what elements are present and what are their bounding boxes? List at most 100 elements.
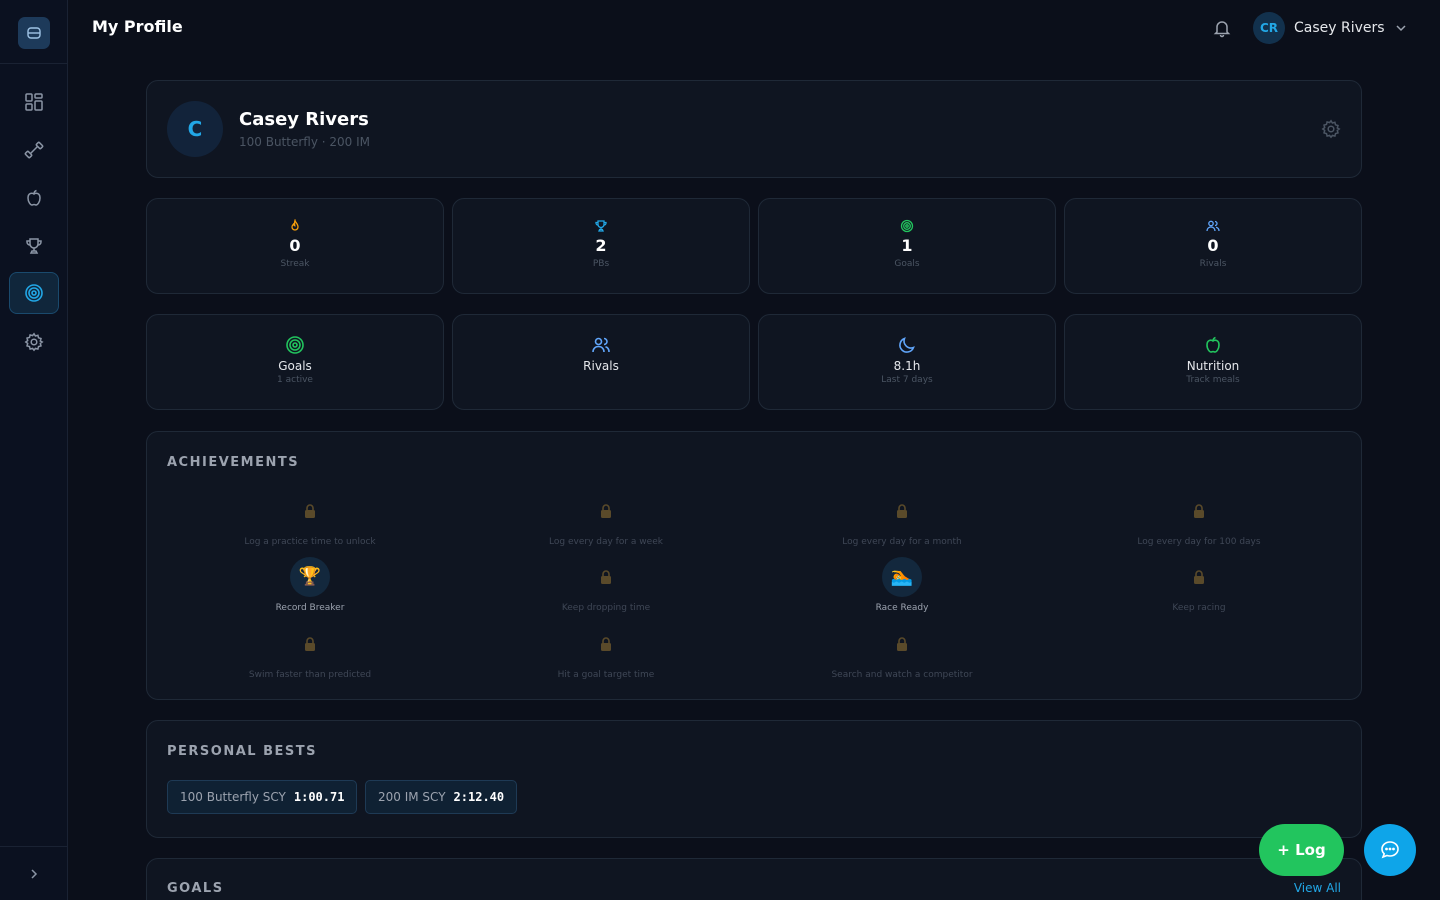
gear-icon[interactable] <box>1321 119 1341 139</box>
lock-icon <box>586 624 626 664</box>
achievement-label: Swim faster than predicted <box>248 670 372 680</box>
achievement-item[interactable]: 🏆 Record Breaker <box>162 557 458 613</box>
dashboard-icon <box>25 93 43 111</box>
tile-rivals[interactable]: Rivals <box>452 314 750 410</box>
achievement-item[interactable]: Hit a goal target time <box>458 624 754 680</box>
tile-sleep[interactable]: 8.1h Last 7 days <box>758 314 1056 410</box>
achievement-item[interactable]: Keep racing <box>1051 557 1347 613</box>
lock-icon <box>882 491 922 531</box>
trophy-icon: 🏆 <box>290 557 330 597</box>
achievement-item[interactable]: Swim faster than predicted <box>162 624 458 680</box>
profile-name: Casey Rivers <box>239 109 369 130</box>
tile-title: Nutrition <box>1186 359 1240 373</box>
sidebar-item-achievements[interactable] <box>9 225 59 267</box>
achievement-label: Log every day for 100 days <box>1137 537 1261 547</box>
achievement-item[interactable]: Log every day for 100 days <box>1051 491 1347 547</box>
tile-title: 8.1h <box>893 359 921 373</box>
tile-goals[interactable]: Goals 1 active <box>146 314 444 410</box>
stat-label: Goals <box>894 259 920 269</box>
lock-icon <box>290 624 330 664</box>
section-title: ACHIEVEMENTS <box>167 455 300 470</box>
sidebar-bottom-divider <box>0 846 68 847</box>
chat-button[interactable] <box>1364 824 1416 876</box>
view-all-link[interactable]: View All <box>1293 881 1341 895</box>
target-icon <box>25 284 43 302</box>
stat-value: 0 <box>1207 236 1219 255</box>
profile-avatar: C <box>167 101 223 157</box>
lock-icon <box>882 624 922 664</box>
achievement-item[interactable]: Log a practice time to unlock <box>162 491 458 547</box>
achievement-item[interactable]: Log every day for a week <box>458 491 754 547</box>
stat-value: 0 <box>289 236 301 255</box>
sidebar-divider <box>0 63 68 64</box>
achievement-label: Keep dropping time <box>561 603 651 613</box>
chevron-right-icon <box>31 869 38 879</box>
lock-icon <box>1179 557 1219 597</box>
sidebar-expand-button[interactable] <box>22 862 46 886</box>
sidebar-item-nutrition[interactable] <box>9 177 59 219</box>
stat-streak: 0 Streak <box>146 198 444 294</box>
achievement-label: Log a practice time to unlock <box>244 537 376 547</box>
achievement-label: Hit a goal target time <box>557 670 655 680</box>
page-title: My Profile <box>92 17 183 36</box>
gear-icon <box>24 332 44 352</box>
pb-chip[interactable]: 100 Butterfly SCY 1:00.71 <box>167 780 358 814</box>
chevron-down-icon <box>1396 25 1406 32</box>
tile-nutrition[interactable]: Nutrition Track meals <box>1064 314 1362 410</box>
chat-icon <box>1381 841 1399 859</box>
achievements-card: ACHIEVEMENTS Log a practice time to unlo… <box>146 431 1362 700</box>
pb-chip[interactable]: 200 IM SCY 2:12.40 <box>365 780 518 814</box>
tile-subtitle: 1 active <box>277 375 313 385</box>
bell-icon[interactable] <box>1212 18 1232 38</box>
achievement-item[interactable]: Search and watch a competitor <box>754 624 1050 680</box>
swimmer-icon: 🏊 <box>882 557 922 597</box>
achievement-label: Log every day for a month <box>842 537 962 547</box>
sidebar-item-training[interactable] <box>9 129 59 171</box>
flame-icon <box>291 219 299 231</box>
stat-label: Streak <box>280 259 310 269</box>
sidebar <box>0 0 68 900</box>
profile-card: C Casey Rivers 100 Butterfly · 200 IM <box>146 80 1362 178</box>
avatar: CR <box>1253 12 1285 44</box>
section-title: GOALS <box>167 881 224 896</box>
sidebar-item-settings[interactable] <box>9 321 59 363</box>
tile-subtitle: Track meals <box>1186 375 1240 385</box>
lock-icon <box>586 491 626 531</box>
stat-pbs: 2 PBs <box>452 198 750 294</box>
user-menu[interactable]: CR Casey Rivers <box>1253 12 1407 44</box>
trophy-icon <box>595 220 607 232</box>
apple-icon <box>27 189 41 206</box>
users-icon <box>592 337 610 353</box>
stat-value: 2 <box>595 236 607 255</box>
profile-events: 100 Butterfly · 200 IM <box>239 135 370 149</box>
tile-title: Rivals <box>583 359 619 373</box>
achievement-item[interactable]: Log every day for a month <box>754 491 1050 547</box>
stat-label: Rivals <box>1199 259 1227 269</box>
dumbbell-icon <box>24 141 44 159</box>
achievement-label: Race Ready <box>875 603 929 613</box>
target-icon <box>286 336 304 354</box>
pb-event: 200 IM SCY <box>378 790 446 804</box>
users-icon <box>1206 220 1220 232</box>
log-button[interactable]: + Log <box>1259 824 1344 876</box>
goals-card: GOALS View All <box>146 858 1362 900</box>
tile-title: Goals <box>278 359 312 373</box>
achievement-label: Keep racing <box>1172 603 1226 613</box>
achievement-label: Search and watch a competitor <box>831 670 973 680</box>
stat-label: PBs <box>592 259 610 269</box>
personal-bests-card: PERSONAL BESTS 100 Butterfly SCY 1:00.71… <box>146 720 1362 838</box>
sidebar-item-dashboard[interactable] <box>9 81 59 123</box>
lock-icon <box>290 491 330 531</box>
achievement-item[interactable]: Keep dropping time <box>458 557 754 613</box>
pb-time: 2:12.40 <box>453 790 505 804</box>
app-logo[interactable] <box>18 17 50 49</box>
target-icon <box>900 219 914 233</box>
achievement-item[interactable]: 🏊 Race Ready <box>754 557 1050 613</box>
stat-rivals: 0 Rivals <box>1064 198 1362 294</box>
section-title: PERSONAL BESTS <box>167 744 317 759</box>
pb-event: 100 Butterfly SCY <box>180 790 286 804</box>
moon-icon <box>899 337 915 353</box>
trophy-icon <box>26 238 42 254</box>
sidebar-item-goals[interactable] <box>9 272 59 314</box>
tile-subtitle: Last 7 days <box>881 375 933 385</box>
